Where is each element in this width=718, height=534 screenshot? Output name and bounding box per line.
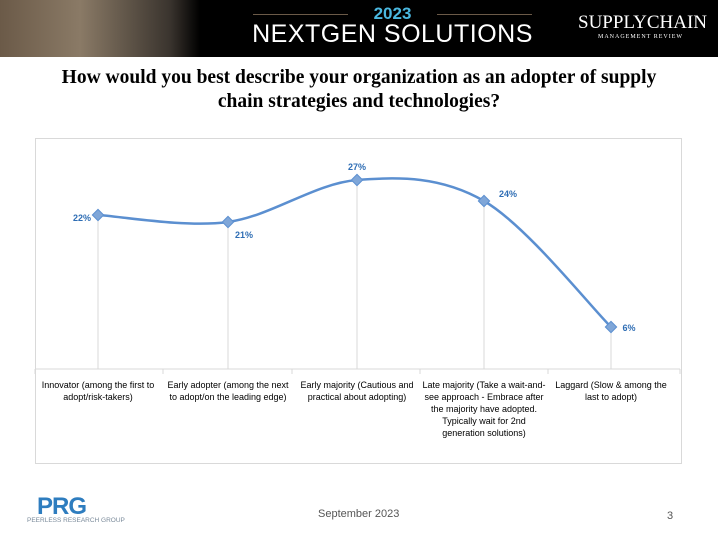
- data-point: [604, 320, 618, 334]
- x-tick-label: Innovator (among the first to adopt/risk…: [41, 380, 155, 402]
- page-number: 3: [667, 510, 674, 522]
- x-tick-label: Early majority (Cautious and practical a…: [300, 380, 414, 402]
- series-line: [97, 177, 612, 328]
- data-point: [350, 173, 364, 187]
- data-label: 6%: [622, 323, 635, 333]
- chart-area: [35, 138, 682, 464]
- brand-logo: SUPPLYCHAIN: [578, 12, 708, 33]
- data-label: 22%: [73, 213, 91, 223]
- data-point: [477, 194, 491, 208]
- banner-year: 2023: [373, 4, 412, 23]
- prg-logo: PRG: [37, 493, 87, 520]
- divider: [253, 14, 348, 15]
- data-label: 21%: [235, 230, 253, 240]
- x-tick-label: Early adopter (among the next to adopt/o…: [167, 380, 289, 402]
- x-tick-label: Late majority (Take a wait-and-see appro…: [422, 380, 546, 438]
- data-label: 27%: [348, 162, 366, 172]
- prg-logo-sub: PEERLESS RESEARCH GROUP: [27, 517, 125, 524]
- data-label: 24%: [499, 189, 517, 199]
- footer-date: September 2023: [318, 508, 400, 520]
- brand-logo-sub: MANAGEMENT REVIEW: [598, 34, 684, 40]
- warehouse-image: [0, 0, 200, 57]
- data-point: [91, 208, 105, 222]
- divider: [437, 14, 532, 15]
- chart-title: How would you best describe your organiz…: [61, 67, 657, 112]
- x-tick-label: Laggard (Slow & among the last to adopt): [555, 380, 667, 402]
- header-banner: 2023 NEXTGEN SOLUTIONS SUPPLYCHAIN MANAG…: [0, 0, 718, 57]
- banner-title: NEXTGEN SOLUTIONS: [252, 20, 533, 48]
- data-point: [221, 215, 235, 229]
